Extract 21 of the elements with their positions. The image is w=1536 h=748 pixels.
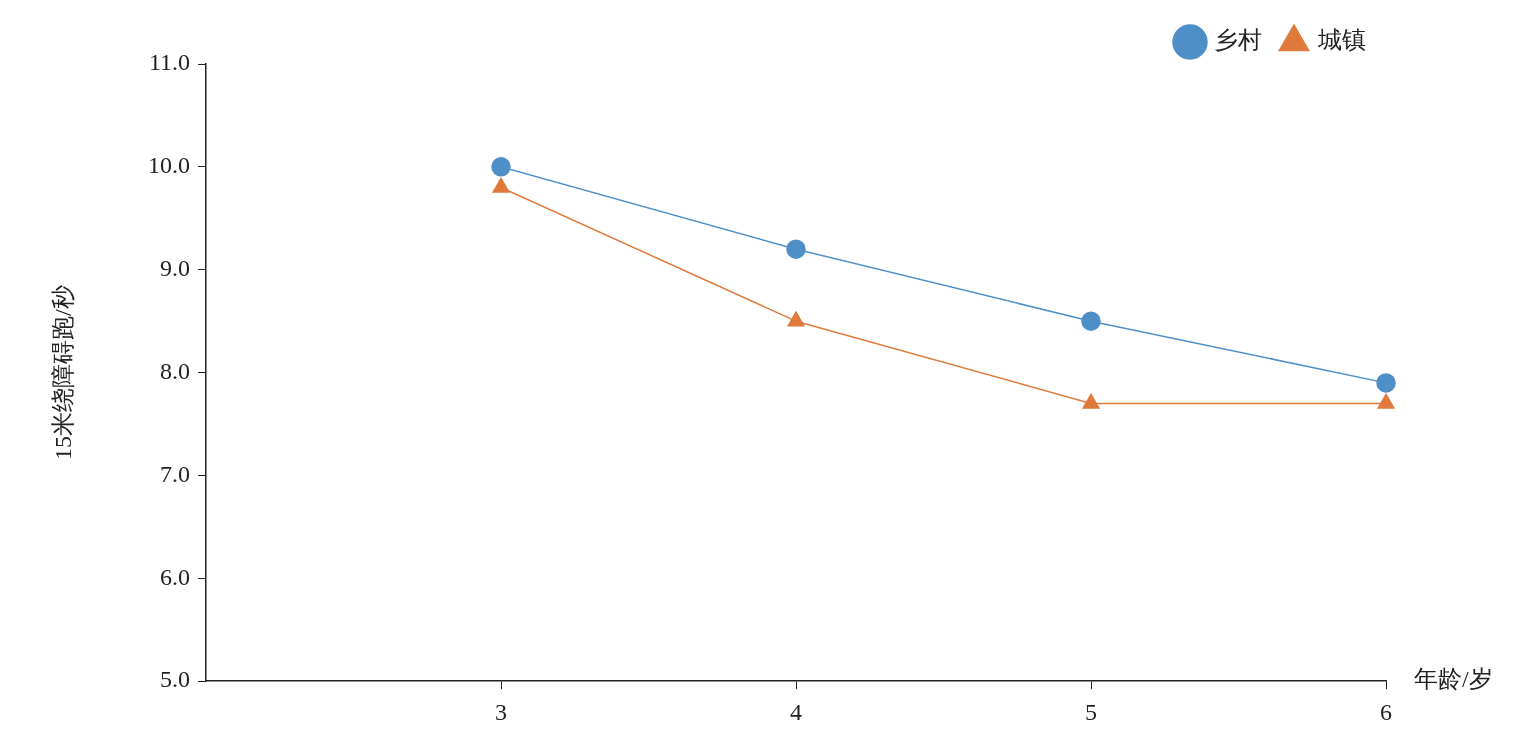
point bbox=[491, 157, 511, 177]
legend-label: 乡村 bbox=[1214, 27, 1262, 54]
y-tick-label: 11.0 bbox=[148, 49, 190, 76]
y-axis-title: 15米绕障碍跑/秒 bbox=[50, 285, 77, 460]
point bbox=[1081, 311, 1101, 331]
x-tick-label: 5 bbox=[1085, 698, 1097, 725]
y-tick-label: 5.0 bbox=[160, 666, 190, 693]
y-tick-label: 6.0 bbox=[160, 563, 190, 590]
legend-label: 城镇 bbox=[1317, 27, 1366, 54]
y-tick-label: 7.0 bbox=[160, 460, 190, 487]
point bbox=[1082, 393, 1100, 409]
x-axis-title: 年龄/岁 bbox=[1414, 666, 1493, 693]
x-tick-label: 3 bbox=[495, 698, 507, 725]
x-tick-label: 4 bbox=[790, 698, 802, 725]
y-tick-label: 8.0 bbox=[160, 357, 190, 384]
point bbox=[786, 239, 806, 259]
y-tick-label: 10.0 bbox=[148, 152, 190, 179]
point bbox=[1377, 393, 1395, 409]
x-tick-label: 6 bbox=[1380, 698, 1392, 725]
y-tick-label: 9.0 bbox=[160, 255, 190, 282]
point bbox=[787, 311, 805, 327]
